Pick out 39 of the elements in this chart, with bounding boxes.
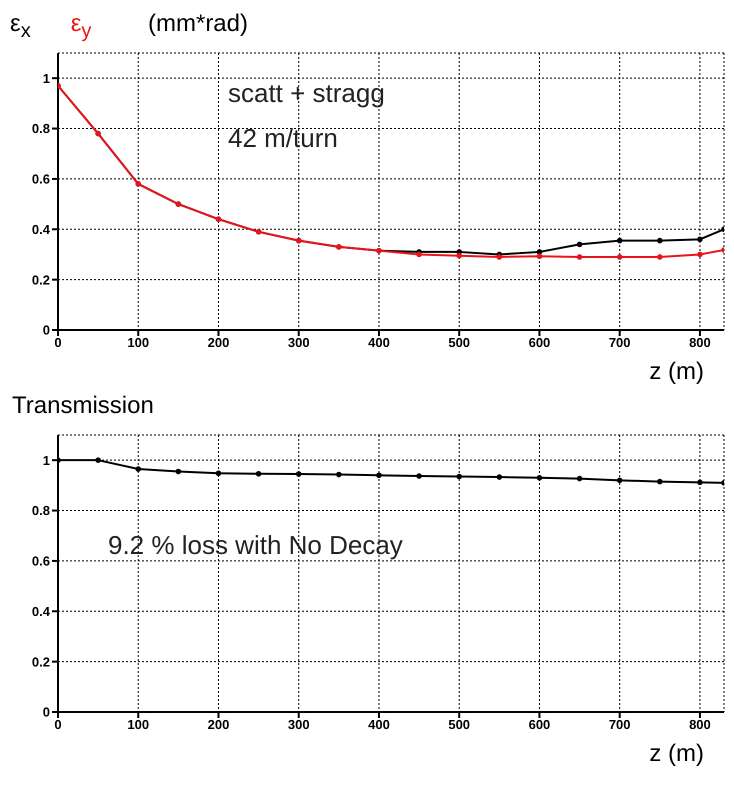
x-tick-label: 300 [288, 335, 310, 350]
y-tick-label: 0 [42, 704, 50, 720]
y-axis-title: (mm*rad) [148, 10, 248, 38]
y-tick-label: 1 [42, 452, 50, 468]
text: ε$_{x}$ [10, 10, 31, 43]
x-tick-label: 100 [127, 335, 150, 350]
annotation: scatt + stragg [228, 78, 385, 109]
y-tick-label: 0.8 [32, 121, 50, 136]
y-tick-label: 0.6 [32, 172, 50, 187]
x-tick-label: 400 [368, 717, 390, 732]
x-tick-label: 500 [448, 335, 470, 350]
y-tick-label: 0.2 [32, 654, 50, 670]
y-axis-title: Transmission [12, 392, 154, 420]
annotation: 42 m/turn [228, 123, 338, 154]
x-tick-label: 0 [54, 335, 62, 350]
x-tick-label: 800 [689, 717, 711, 732]
x-axis-title: z (m) [648, 358, 705, 387]
y-tick-label: 0.2 [32, 272, 50, 288]
series-label: ε$_{y}$ [70, 10, 92, 43]
y-tick-label: 0.8 [32, 503, 50, 518]
y-tick-label: 0 [42, 322, 50, 338]
y-tick-label: 0.4 [32, 604, 51, 619]
x-tick-label: 300 [288, 717, 310, 732]
x-tick-label: 200 [208, 717, 230, 732]
x-tick-label: 600 [528, 717, 550, 732]
y-tick-label: 0.6 [32, 554, 50, 569]
x-tick-label: 700 [608, 335, 631, 350]
x-tick-label: 700 [608, 717, 631, 732]
y-tick-label: 0.4 [32, 222, 51, 237]
x-tick-label: 0 [54, 717, 62, 732]
x-axis-title: z (m) [648, 740, 705, 769]
x-tick-label: 800 [689, 335, 711, 350]
y-tick-label: 1 [42, 70, 50, 86]
x-tick-label: 100 [127, 717, 150, 732]
annotation: 9.2 % loss with No Decay [108, 530, 403, 561]
x-tick-label: 600 [528, 335, 550, 350]
x-tick-label: 400 [368, 335, 390, 350]
x-tick-label: 500 [448, 717, 470, 732]
x-tick-label: 200 [208, 335, 230, 350]
